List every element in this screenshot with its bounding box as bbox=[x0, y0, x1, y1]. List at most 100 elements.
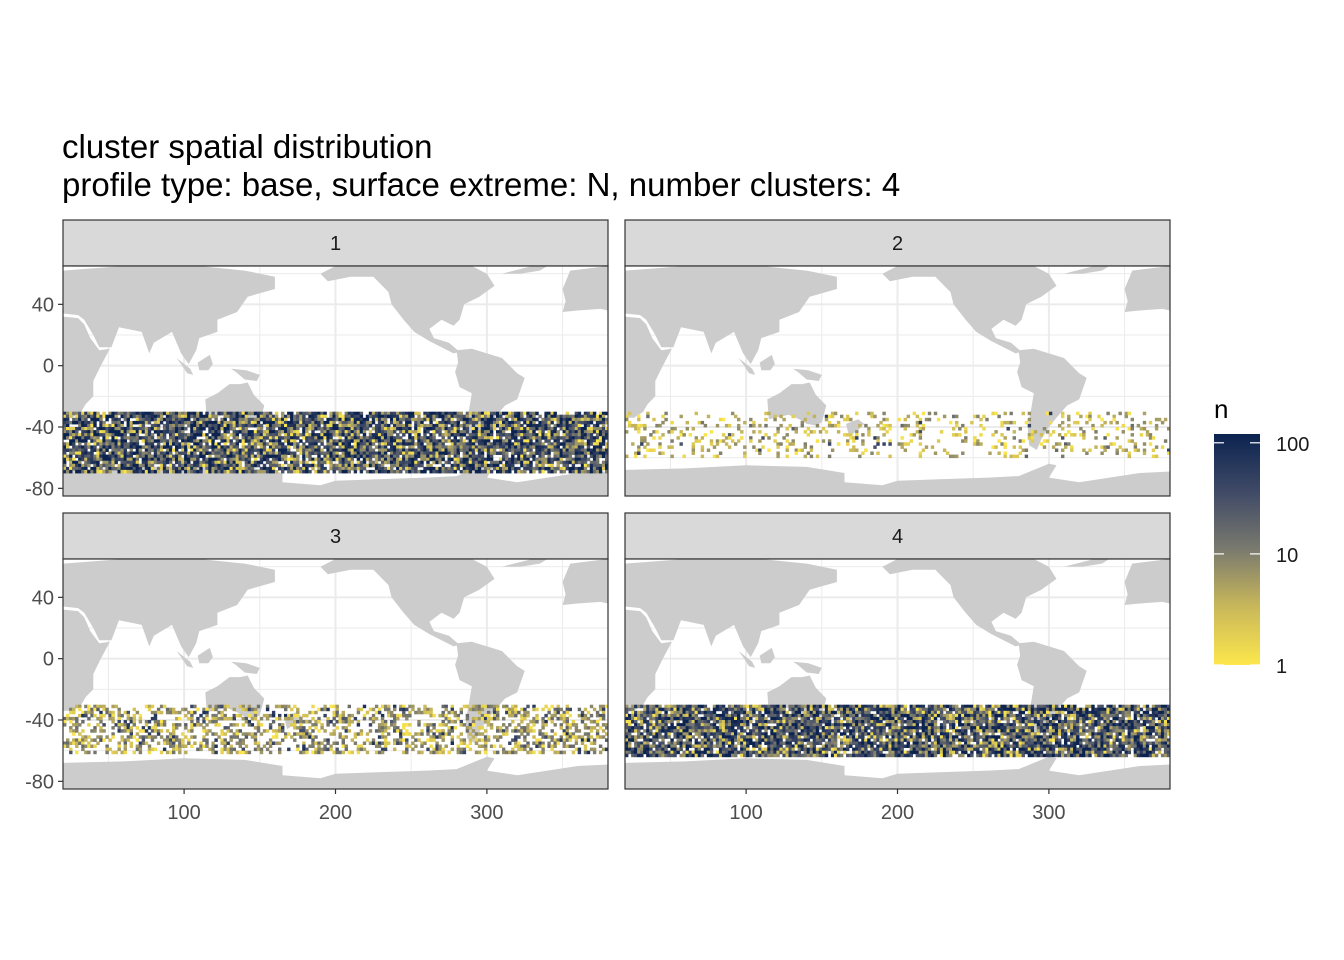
heatmap-cell bbox=[1082, 430, 1086, 434]
heatmap-cell bbox=[601, 417, 606, 422]
heatmap-cell bbox=[550, 414, 554, 419]
heatmap-cell bbox=[169, 460, 173, 465]
heatmap-cell bbox=[1027, 436, 1032, 440]
heatmap-cell bbox=[347, 457, 351, 462]
heatmap-cell bbox=[420, 710, 424, 715]
heatmap-cell bbox=[214, 433, 218, 437]
heatmap-cell bbox=[1076, 420, 1080, 425]
heatmap-cell bbox=[444, 704, 448, 709]
heatmap-cell bbox=[462, 451, 467, 455]
heatmap-cell bbox=[420, 460, 424, 465]
heatmap-cell bbox=[178, 723, 182, 727]
heatmap-cell bbox=[486, 439, 491, 443]
heatmap-cell bbox=[556, 460, 560, 465]
heatmap-cell bbox=[293, 439, 297, 443]
heatmap-cell bbox=[144, 445, 149, 449]
heatmap-cell bbox=[465, 448, 470, 452]
heatmap-cell bbox=[338, 460, 342, 465]
heatmap-cell bbox=[262, 417, 267, 422]
heatmap-cell bbox=[302, 741, 306, 745]
heatmap-cell bbox=[81, 729, 85, 733]
heatmap-cell bbox=[359, 707, 364, 712]
heatmap-cell bbox=[199, 423, 203, 428]
heatmap-cell bbox=[141, 420, 146, 425]
heatmap-cell bbox=[75, 463, 79, 468]
heatmap-cell bbox=[592, 414, 597, 419]
heatmap-cell bbox=[441, 732, 445, 736]
heatmap-cell bbox=[220, 729, 224, 733]
heatmap-cell bbox=[169, 738, 173, 742]
heatmap-cell bbox=[952, 414, 956, 419]
heatmap-cell bbox=[1130, 433, 1134, 437]
heatmap-cell bbox=[541, 454, 545, 459]
heatmap-cell bbox=[821, 439, 826, 443]
heatmap-cell bbox=[141, 423, 146, 428]
heatmap-cell bbox=[178, 457, 182, 462]
heatmap-cell bbox=[262, 433, 267, 437]
heatmap-cell bbox=[105, 423, 109, 428]
heatmap-cell bbox=[126, 442, 130, 446]
heatmap-cell bbox=[1021, 439, 1025, 443]
heatmap-cell bbox=[586, 451, 591, 455]
heatmap-cell bbox=[694, 411, 698, 416]
heatmap-cell bbox=[132, 720, 136, 724]
heatmap-cell bbox=[365, 448, 370, 452]
heatmap-cell bbox=[517, 710, 521, 715]
heatmap-cell bbox=[256, 411, 261, 416]
heatmap-cell bbox=[426, 457, 430, 462]
heatmap-cell bbox=[178, 741, 182, 745]
heatmap-cell bbox=[175, 454, 179, 459]
heatmap-cell bbox=[120, 466, 124, 471]
heatmap-cell bbox=[380, 414, 385, 419]
heatmap-cell bbox=[338, 716, 342, 721]
heatmap-cell bbox=[508, 442, 512, 446]
heatmap-cell bbox=[532, 445, 536, 449]
heatmap-cell bbox=[223, 420, 227, 425]
heatmap-cell bbox=[302, 451, 306, 455]
heatmap-cell bbox=[691, 448, 695, 452]
heatmap-cell bbox=[924, 417, 929, 422]
heatmap-cell bbox=[547, 460, 551, 465]
heatmap-cell bbox=[144, 442, 149, 446]
heatmap-cell bbox=[63, 741, 67, 745]
heatmap-cell bbox=[84, 427, 88, 431]
heatmap-cell bbox=[852, 445, 856, 449]
heatmap-cell bbox=[447, 436, 451, 440]
heatmap-cell bbox=[435, 451, 439, 455]
heatmap-cell bbox=[305, 747, 309, 752]
heatmap-cell bbox=[259, 433, 264, 437]
heatmap-cell bbox=[643, 423, 647, 428]
heatmap-cell bbox=[393, 442, 397, 446]
heatmap-cell bbox=[120, 439, 124, 443]
heatmap-cell bbox=[329, 439, 333, 443]
heatmap-cell bbox=[317, 729, 321, 733]
heatmap-cell bbox=[402, 414, 406, 419]
heatmap-cell bbox=[377, 427, 382, 431]
heatmap-cell bbox=[459, 430, 463, 434]
heatmap-cell bbox=[565, 445, 569, 449]
heatmap-cell bbox=[311, 427, 315, 431]
heatmap-cell bbox=[362, 460, 367, 465]
heatmap-cell bbox=[156, 442, 161, 446]
heatmap-cell bbox=[244, 720, 249, 724]
heatmap-cell bbox=[1058, 442, 1062, 446]
heatmap-cell bbox=[474, 716, 479, 721]
heatmap-cell bbox=[526, 744, 530, 748]
heatmap-cell bbox=[169, 707, 173, 712]
heatmap-cell bbox=[184, 442, 188, 446]
heatmap-cell bbox=[471, 420, 476, 425]
heatmap-cell bbox=[414, 423, 418, 428]
heatmap-cell bbox=[523, 738, 527, 742]
heatmap-cell bbox=[81, 469, 85, 474]
heatmap-cell bbox=[764, 417, 768, 422]
heatmap-cell bbox=[1006, 427, 1010, 431]
heatmap-cell bbox=[317, 457, 321, 462]
heatmap-cell bbox=[284, 414, 288, 419]
heatmap-cell bbox=[184, 463, 188, 468]
heatmap-cell bbox=[483, 744, 488, 748]
heatmap-cell bbox=[489, 469, 494, 474]
heatmap-cell bbox=[1167, 448, 1170, 452]
heatmap-cell bbox=[387, 741, 391, 745]
heatmap-cell bbox=[849, 417, 853, 422]
heatmap-cell bbox=[178, 420, 182, 425]
